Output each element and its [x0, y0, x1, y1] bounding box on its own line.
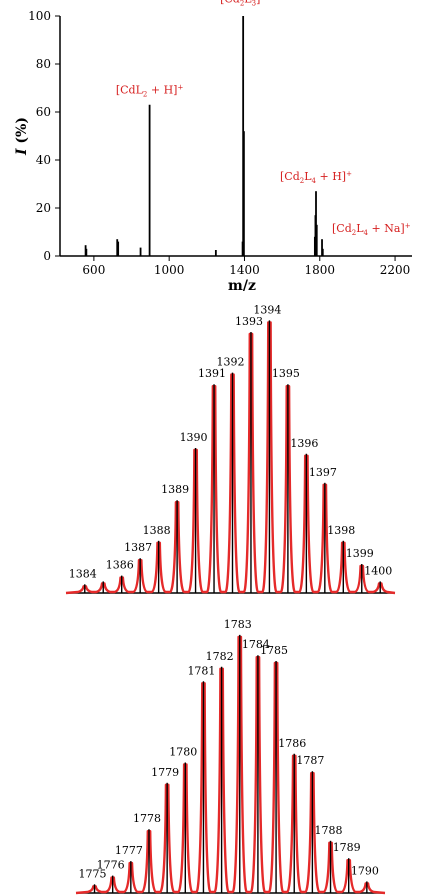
peak-label: 1775 — [79, 867, 107, 880]
y-axis-title: I (%) — [14, 117, 30, 156]
x-axis-title: m/z — [228, 278, 256, 294]
peak-label: 1397 — [309, 466, 337, 479]
y-tick-label: 100 — [28, 9, 51, 23]
full-spectrum-chart: 0 20 40 60 80 100 600 1000 1400 1800 2200 m/z I (%) [… — [14, 0, 412, 294]
y-tick-label: 60 — [36, 105, 51, 119]
simulated-envelope — [75, 635, 386, 895]
peak-label: 1393 — [235, 315, 263, 328]
peak-label: 1394 — [253, 303, 281, 316]
simulated-envelope — [65, 321, 396, 595]
x-tick-label: 1800 — [304, 263, 335, 277]
x-tick-label: 600 — [82, 263, 105, 277]
peak-label: 1776 — [97, 859, 125, 872]
peak-label: 1400 — [364, 564, 392, 577]
peak-label: 1780 — [169, 746, 197, 759]
isotope-pattern-cd2l3: 1384138613871388138913901391139213931394… — [65, 303, 396, 595]
peak-label: 1788 — [315, 824, 343, 837]
peak-label: 1398 — [327, 524, 355, 537]
ion-annotation: [Cd2L4 + Na]+ — [332, 222, 411, 237]
peak-label: 1782 — [206, 650, 234, 663]
peak-label: 1388 — [143, 524, 171, 537]
peak-label: 1785 — [260, 644, 288, 657]
peak-label: 1779 — [151, 766, 179, 779]
peak-label: 1778 — [133, 812, 161, 825]
peak-label: 1390 — [180, 431, 208, 444]
peak-label: 1781 — [187, 664, 215, 677]
peak-label: 1387 — [124, 541, 152, 554]
peak-label: 1790 — [351, 864, 379, 877]
x-tick-label: 2200 — [380, 263, 411, 277]
peak-label: 1787 — [296, 754, 324, 767]
peak-label: 1391 — [198, 367, 226, 380]
peak-label: 1789 — [333, 841, 361, 854]
y-tick-label: 80 — [36, 57, 51, 71]
ion-annotation: [CdL2 + H]+ — [116, 84, 184, 99]
peak-label: 1386 — [106, 559, 134, 572]
peak-label: 1395 — [272, 367, 300, 380]
y-tick-label: 0 — [43, 249, 51, 263]
x-tick-label: 1400 — [229, 263, 260, 277]
peak-label: 1783 — [224, 618, 252, 631]
ion-annotation: [Cd2L4 + H]+ — [280, 170, 352, 185]
x-tick-label: 1000 — [154, 263, 185, 277]
y-tick-label: 40 — [36, 153, 51, 167]
peak-label: 1786 — [278, 737, 306, 750]
peak-label: 1399 — [346, 547, 374, 560]
peak-label: 1784 — [242, 638, 270, 651]
ion-annotation: [Cd2L3]+ — [220, 0, 266, 7]
peak-label: 1396 — [290, 437, 318, 450]
peak-label: 1392 — [217, 356, 245, 369]
peak-label: 1389 — [161, 483, 189, 496]
peak-label: 1777 — [115, 844, 143, 857]
y-tick-label: 20 — [36, 201, 51, 215]
peak-label: 1384 — [69, 567, 97, 580]
